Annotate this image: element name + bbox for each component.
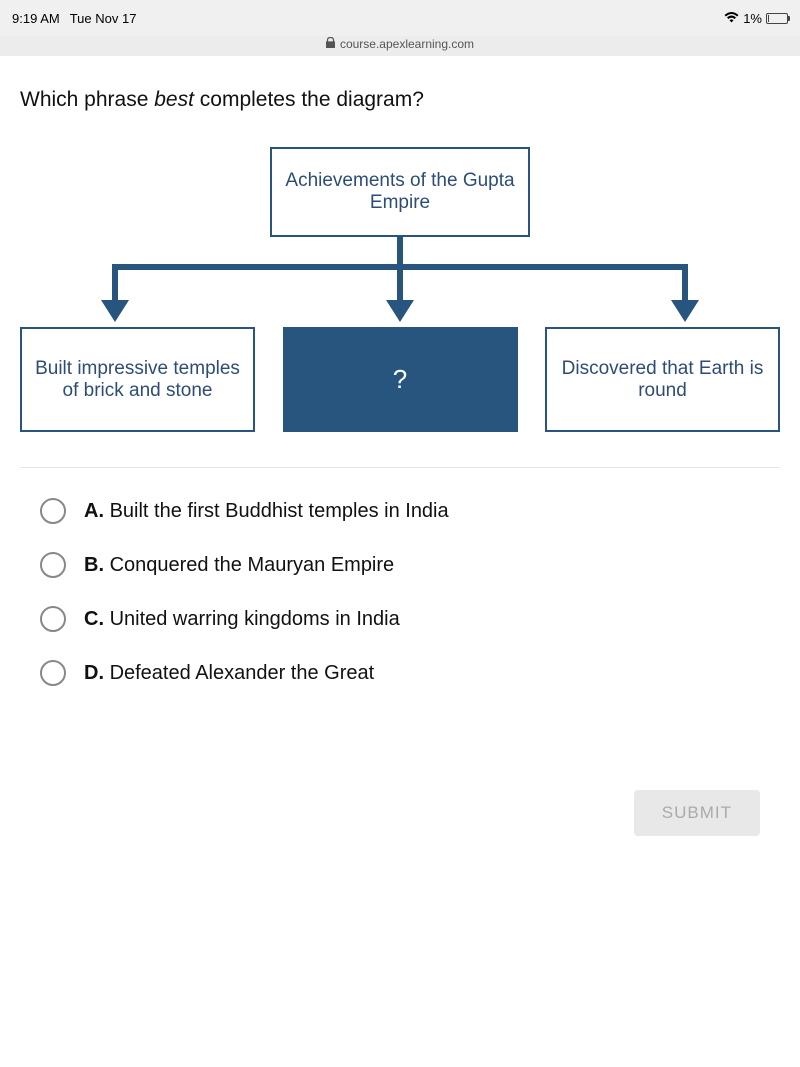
option-b[interactable]: B. Conquered the Mauryan Empire xyxy=(40,552,780,578)
option-label: Built the first Buddhist temples in Indi… xyxy=(110,500,449,522)
status-bar-right: 1% xyxy=(724,11,788,26)
option-letter: C. xyxy=(84,608,104,630)
option-a[interactable]: A. Built the first Buddhist temples in I… xyxy=(40,498,780,524)
diagram-box-left: Built impressive temples of brick and st… xyxy=(20,327,255,432)
diagram-top-box: Achievements of the Gupta Empire xyxy=(270,147,530,237)
diagram-bottom-row: Built impressive temples of brick and st… xyxy=(20,327,780,432)
section-divider xyxy=(20,467,780,468)
question-suffix: completes the diagram? xyxy=(194,88,424,111)
option-c-text: C. United warring kingdoms in India xyxy=(84,608,400,631)
option-letter: A. xyxy=(84,500,104,522)
option-label: Defeated Alexander the Great xyxy=(110,662,375,684)
radio-icon xyxy=(40,606,66,632)
submit-button[interactable]: SUBMIT xyxy=(634,790,760,836)
question-prefix: Which phrase xyxy=(20,88,154,111)
diagram-box-right: Discovered that Earth is round xyxy=(545,327,780,432)
lock-icon xyxy=(326,37,335,51)
battery-percent: 1% xyxy=(743,11,762,26)
arrow-center xyxy=(397,264,403,304)
answer-options: A. Built the first Buddhist temples in I… xyxy=(20,498,780,686)
option-d[interactable]: D. Defeated Alexander the Great xyxy=(40,660,780,686)
status-time: 9:19 AM xyxy=(12,11,60,26)
flowchart-diagram: Achievements of the Gupta Empire Built i… xyxy=(20,147,780,447)
option-a-text: A. Built the first Buddhist temples in I… xyxy=(84,500,449,523)
question-prompt: Which phrase best completes the diagram? xyxy=(20,88,780,112)
option-c[interactable]: C. United warring kingdoms in India xyxy=(40,606,780,632)
connector-vertical xyxy=(397,237,403,267)
arrow-left xyxy=(112,264,118,304)
wifi-icon xyxy=(724,11,739,26)
radio-icon xyxy=(40,552,66,578)
url-domain: course.apexlearning.com xyxy=(340,37,474,51)
arrow-right xyxy=(682,264,688,304)
option-letter: D. xyxy=(84,662,104,684)
option-letter: B. xyxy=(84,554,104,576)
status-date: Tue Nov 17 xyxy=(70,11,137,26)
question-emphasis: best xyxy=(154,88,194,111)
option-d-text: D. Defeated Alexander the Great xyxy=(84,662,374,685)
diagram-box-center: ? xyxy=(283,327,518,432)
ios-status-bar: 9:19 AM Tue Nov 17 1% xyxy=(0,0,800,36)
option-b-text: B. Conquered the Mauryan Empire xyxy=(84,554,394,577)
status-bar-left: 9:19 AM Tue Nov 17 xyxy=(12,11,136,26)
radio-icon xyxy=(40,498,66,524)
radio-icon xyxy=(40,660,66,686)
option-label: United warring kingdoms in India xyxy=(110,608,400,630)
option-label: Conquered the Mauryan Empire xyxy=(110,554,395,576)
page-content: Which phrase best completes the diagram?… xyxy=(0,56,800,746)
browser-url-bar[interactable]: course.apexlearning.com xyxy=(0,36,800,56)
battery-icon xyxy=(766,13,788,24)
